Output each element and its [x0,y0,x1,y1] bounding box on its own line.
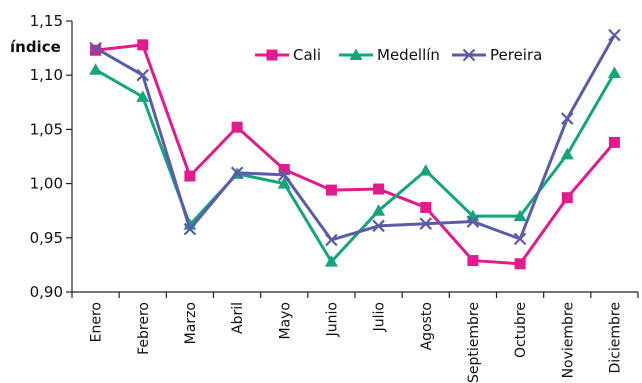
legend-item-cali: Cali [255,46,321,64]
data-point-cali [373,183,385,195]
data-point-medellin [372,204,386,216]
series-line-pereira [94,34,616,242]
data-point-medellin [136,90,150,102]
legend-marker [462,48,476,62]
data-point-cali [184,170,196,182]
data-point-cali [561,192,573,204]
y-tick-label: 1,05 [30,120,63,138]
y-tick-label: 1,10 [30,66,63,84]
data-point-pereira [230,166,244,180]
data-point-cali [325,184,337,196]
data-point-cali [467,255,479,267]
data-point-pereira [513,232,527,246]
data-point-medellin [513,209,527,222]
legend-item-medellin: Medellín [339,46,440,64]
data-point-medellin [89,63,103,75]
data-point-pereira [466,215,480,228]
x-tick-label: Febrero [136,302,152,355]
data-point-medellin [607,66,621,79]
series-cali [90,39,620,270]
x-tick-label: Noviembre [560,302,576,378]
data-point-pereira [277,168,291,182]
data-point-medellin [324,255,338,267]
data-point-pereira [89,41,102,55]
x-tick-label: Octubre [513,302,529,358]
x-tick-label: Mayo [277,302,293,340]
data-point-cali [420,201,432,213]
data-point-pereira [608,28,621,42]
legend-marker [349,48,363,60]
data-point-pereira [183,222,197,236]
legend-label: Medellín [377,46,440,64]
x-tick-label: Marzo [183,302,199,344]
x-ticks: Enero Febrero Marzo Abril Mayo Junio Julio Agos… [71,292,639,383]
legend: Cali Medellín Pereira [255,46,542,64]
x-tick-label: Septiembre [466,302,482,383]
y-tick-label: 0,90 [30,283,63,301]
data-point-medellin [419,164,433,176]
data-point-pereira [136,68,150,82]
series-group [89,28,621,270]
y-axis-label: índice [10,38,61,56]
data-point-cali [278,164,290,176]
data-point-medellin [560,147,574,160]
legend-item-pereira: Pereira [452,46,542,64]
x-tick-label: Abril [230,302,246,334]
x-tick-label: Enero [89,302,105,342]
series-line-cali [95,43,616,266]
data-point-cali [90,44,102,56]
x-tick-label: Junio [324,302,340,337]
data-point-cali [514,258,526,270]
data-point-pereira [372,219,385,233]
data-point-pereira [560,112,574,125]
y-tick-label: 0,95 [30,229,63,247]
series-pereira [89,28,621,247]
data-point-pereira [419,217,433,230]
data-point-cali [608,136,620,148]
x-tick-label: Julio [372,302,388,332]
x-tick-label: Diciembre [607,302,623,373]
data-point-pereira [325,233,338,247]
data-point-cali [231,121,243,133]
legend-label: Cali [293,46,321,64]
y-ticks: 0,90 0,95 1,00 1,05 1,10 1,15 [30,12,72,301]
data-point-cali [137,39,149,51]
data-point-medellin [277,177,291,189]
x-tick-label: Agosto [419,302,435,350]
legend-marker [266,49,278,61]
y-tick-label: 1,15 [30,12,63,30]
legend-label: Pereira [490,46,542,64]
y-tick-label: 1,00 [30,175,63,193]
